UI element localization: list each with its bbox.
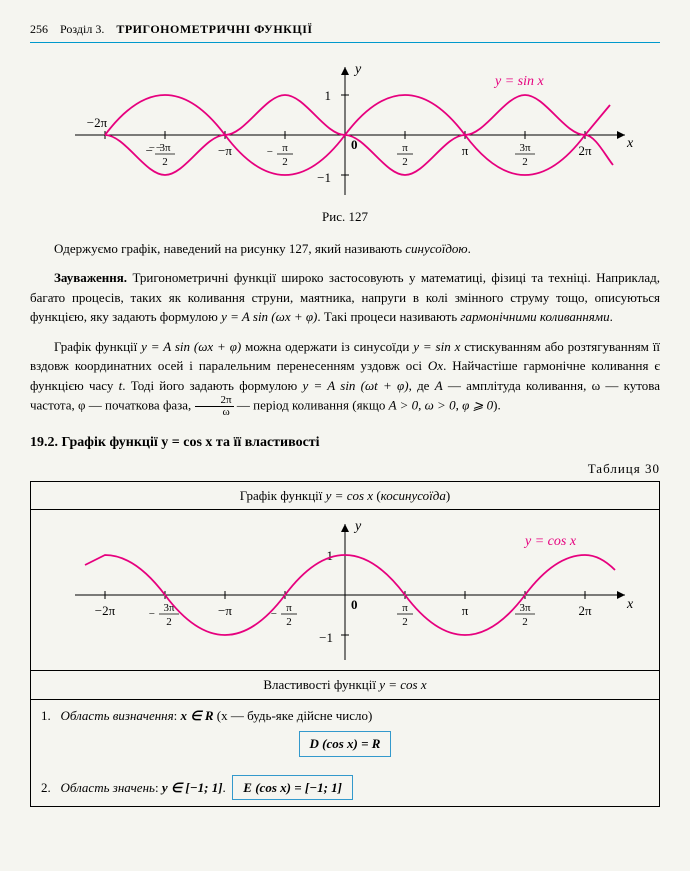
svg-text:π: π (462, 603, 469, 618)
period-fraction: 2πω (195, 395, 234, 418)
figure-sin: y x 1 −1 0 −2π −π π 2π 3π2 −− π2 − π2 3π… (30, 55, 660, 227)
p1-num: 1. (41, 708, 51, 723)
chapter-title: ТРИГОНОМЕТРИЧНІ ФУНКЦІЇ (116, 20, 312, 38)
svg-text:2: 2 (286, 616, 292, 628)
paragraph-2: Зауваження. Тригонометричні функції широ… (30, 268, 660, 327)
svg-text:−: − (149, 608, 155, 620)
svg-text:3π: 3π (163, 602, 175, 614)
p3e: . Тоді його задають формулою (122, 378, 302, 393)
svg-text:2: 2 (522, 156, 528, 168)
svg-text:−2π: −2π (87, 115, 108, 130)
svg-text:x: x (626, 597, 634, 612)
tt-post: ( (373, 488, 381, 503)
table-subtitle: Властивості функції y = cos x (31, 670, 659, 700)
svg-text:2: 2 (522, 616, 528, 628)
svg-text:y: y (353, 519, 362, 534)
svg-text:π: π (402, 602, 408, 614)
svg-text:y = cos x: y = cos x (523, 534, 577, 549)
property-2: 2. Область значень: y ∈ [−1; 1]. E (cos … (31, 769, 659, 807)
ts-pre: Властивості функції (263, 677, 379, 692)
svg-text:0: 0 (351, 597, 358, 612)
tt-f: y = cos x (326, 488, 373, 503)
table-label: Таблиця 30 (30, 459, 660, 479)
p2-tail: . Такі процеси називають (317, 309, 460, 324)
tt-pre: Графік функції (240, 488, 326, 503)
sin-chart: y x 1 −1 0 −2π −π π 2π 3π2 −− π2 − π2 3π… (55, 55, 635, 205)
p3f2: y = sin x (413, 339, 460, 354)
p2-f: y ∈ [−1; 1] (162, 780, 223, 795)
properties-table: Графік функції y = cos x (косинусоїда) y… (30, 481, 660, 808)
p3A: A (435, 378, 443, 393)
cos-chart: y x 1 −1 0 −2π −π π 2π 3π2− π2− π2 3π2 y… (45, 510, 645, 670)
p3b: можна одержати із синусоїди (241, 339, 413, 354)
svg-text:2: 2 (402, 616, 408, 628)
svg-text:π: π (462, 143, 469, 158)
figure-caption: Рис. 127 (30, 207, 660, 227)
svg-text:−π: −π (218, 143, 232, 158)
p3i: ). (493, 397, 501, 412)
svg-text:2: 2 (166, 616, 172, 628)
p1-term: синусоїдою (405, 241, 467, 256)
p1-f: x ∈ R (181, 708, 214, 723)
svg-text:−: − (156, 142, 162, 154)
svg-text:1: 1 (327, 548, 334, 563)
p3h: — період коливання (якщо (237, 397, 389, 412)
p3a: Графік функції (54, 339, 141, 354)
svg-text:−2π: −2π (95, 603, 116, 618)
p1-em: Область визначення (61, 708, 174, 723)
svg-text:−1: −1 (317, 170, 331, 185)
section-heading: 19.2. Графік функції y = cos x та її вла… (30, 432, 660, 453)
paragraph-3: Графік функції y = A sin (ωx + φ) можна … (30, 337, 660, 419)
p3f3: y = A sin (ωt + φ) (303, 378, 409, 393)
figure-cos: y x 1 −1 0 −2π −π π 2π 3π2− π2− π2 3π2 y… (31, 510, 659, 670)
svg-text:x: x (626, 136, 634, 151)
svg-text:2: 2 (402, 156, 408, 168)
page-header: 256 Розділ 3. ТРИГОНОМЕТРИЧНІ ФУНКЦІЇ (30, 20, 660, 43)
svg-text:−: − (267, 146, 273, 158)
section-text: 19.2. Графік функції y = cos x та її вла… (30, 435, 320, 450)
svg-text:1: 1 (325, 88, 332, 103)
svg-text:π: π (282, 142, 288, 154)
svg-text:3π: 3π (519, 602, 531, 614)
svg-text:−: − (146, 143, 153, 158)
svg-text:2π: 2π (578, 603, 592, 618)
svg-text:y = sin x: y = sin x (493, 74, 544, 89)
domain-box: D (cos x) = R (299, 731, 392, 757)
p1-box-wrap: D (cos x) = R (41, 731, 649, 757)
svg-text:π: π (402, 142, 408, 154)
p1-colon: : (174, 708, 181, 723)
svg-text:2: 2 (282, 156, 288, 168)
svg-text:2: 2 (162, 156, 168, 168)
p1-paren: (x — будь-яке дійсне число) (214, 708, 373, 723)
page-number: 256 (30, 20, 48, 38)
table-title: Графік функції y = cos x (косинусоїда) (31, 482, 659, 511)
p2-head: Зауваження. (54, 270, 127, 285)
svg-text:−1: −1 (319, 630, 333, 645)
p3cond: A > 0, ω > 0, φ ⩾ 0 (389, 397, 494, 412)
p3ox: Ox (428, 358, 443, 373)
p3f1: y = A sin (ωx + φ) (141, 339, 241, 354)
p2-colon: : (155, 780, 162, 795)
p2-formula: y = A sin (ωx + φ) (221, 309, 317, 324)
svg-text:y: y (353, 62, 362, 77)
paragraph-1: Одержуємо графік, наведений на рисунку 1… (30, 239, 660, 259)
property-1: 1. Область визначення: x ∈ R (x — будь-я… (31, 700, 659, 769)
tt-close: ) (446, 488, 450, 503)
p2-em: Область значень (61, 780, 155, 795)
range-box: E (cos x) = [−1; 1] (232, 775, 353, 801)
svg-text:2π: 2π (578, 143, 592, 158)
svg-text:−π: −π (218, 603, 232, 618)
ts-f: y = cos x (379, 677, 426, 692)
frac-den: ω (195, 407, 234, 418)
chapter-label: Розділ 3. (60, 20, 104, 38)
p2-num: 2. (41, 780, 51, 795)
svg-text:3π: 3π (519, 142, 531, 154)
svg-text:π: π (286, 602, 292, 614)
p2-term: гармонічними коливаннями (460, 309, 609, 324)
p1-text: Одержуємо графік, наведений на рисунку 1… (54, 241, 405, 256)
p3f: , де (409, 378, 435, 393)
tt-em: косинусоїда (381, 488, 446, 503)
